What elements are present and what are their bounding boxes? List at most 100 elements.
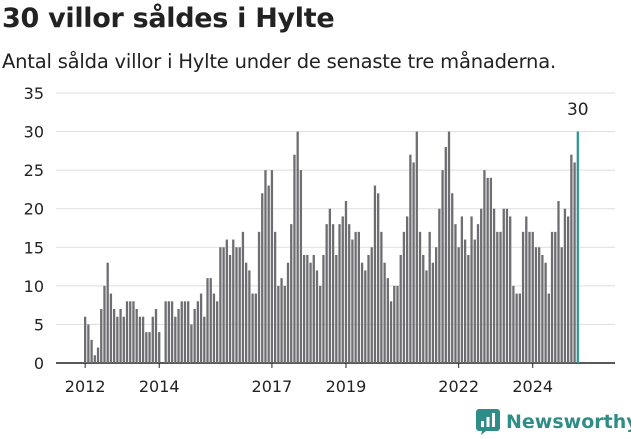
highlight-value-label: 30	[567, 100, 589, 120]
bar	[393, 285, 396, 363]
bar	[232, 239, 235, 363]
x-tick-label: 2022	[438, 377, 479, 396]
bar	[454, 224, 457, 363]
bars	[84, 131, 579, 363]
bar	[148, 332, 151, 363]
bar	[87, 324, 90, 363]
bar	[489, 177, 493, 363]
bar	[245, 262, 248, 363]
bar	[344, 201, 348, 363]
x-tick-label: 2019	[326, 377, 367, 396]
bar	[470, 216, 473, 363]
bar	[451, 193, 454, 363]
bar	[90, 339, 93, 363]
bar	[409, 154, 412, 363]
bar	[209, 278, 212, 363]
bar	[241, 231, 245, 363]
bar	[109, 293, 113, 363]
bar	[125, 301, 129, 363]
bar	[296, 131, 299, 363]
bar	[396, 285, 399, 363]
bar	[254, 293, 257, 363]
bar	[441, 170, 444, 363]
bar	[367, 255, 370, 363]
bar	[557, 201, 560, 363]
y-tick-label: 20	[24, 200, 44, 219]
bar	[331, 224, 335, 363]
bar	[138, 316, 142, 363]
x-axis-ticks: 2012 2014 2017 2019 2022 2024	[65, 363, 553, 396]
x-tick-label: 2014	[139, 377, 180, 396]
bar	[219, 247, 222, 363]
bar	[341, 216, 344, 363]
bar	[106, 262, 109, 363]
bar	[315, 270, 319, 363]
bar	[505, 208, 509, 363]
bar	[135, 309, 138, 363]
bar-chart-logo-icon	[476, 409, 500, 435]
bar	[84, 316, 87, 363]
bar	[431, 262, 435, 363]
bar	[225, 239, 228, 363]
bar	[251, 293, 254, 363]
bar	[473, 239, 476, 363]
bar	[525, 216, 528, 363]
bar	[544, 262, 547, 363]
bar	[132, 301, 135, 363]
y-tick-label: 0	[34, 354, 44, 373]
bar	[422, 255, 425, 363]
bar	[348, 224, 351, 363]
bar	[354, 231, 357, 363]
bar	[351, 239, 354, 363]
highlight-bar	[576, 131, 579, 363]
bar	[319, 285, 322, 363]
y-tick-label: 10	[24, 277, 44, 296]
annotations: 30	[567, 100, 589, 120]
bar	[509, 216, 512, 363]
bar	[290, 224, 293, 363]
bar	[309, 262, 312, 363]
bar	[183, 301, 187, 363]
y-tick-label: 35	[24, 84, 44, 103]
bar	[377, 193, 380, 363]
bar	[499, 231, 502, 363]
bar	[248, 270, 251, 363]
bar	[273, 231, 277, 363]
bar	[399, 255, 402, 363]
chart-subtitle: Antal sålda villor i Hylte under de sena…	[2, 50, 556, 73]
y-tick-label: 15	[24, 238, 44, 257]
bar	[293, 154, 296, 363]
newsworthy-brand[interactable]: Newsworthy	[476, 409, 631, 435]
bar	[222, 247, 225, 363]
brand-name: Newsworthy	[506, 411, 631, 433]
bar	[180, 301, 183, 363]
bar	[141, 316, 145, 363]
bar	[512, 285, 515, 363]
bar	[357, 231, 360, 363]
bar	[299, 170, 303, 363]
bar	[492, 208, 496, 363]
bar	[573, 162, 576, 363]
bar	[476, 224, 480, 363]
bar	[415, 131, 418, 363]
bar	[402, 231, 406, 363]
bar	[547, 293, 550, 363]
bar	[444, 147, 447, 363]
bar	[570, 154, 573, 363]
x-tick-label: 2024	[512, 377, 553, 396]
bar	[312, 255, 315, 363]
bar	[563, 208, 567, 363]
bar	[177, 309, 180, 363]
bar	[286, 262, 290, 363]
bar	[338, 224, 341, 363]
bar	[538, 247, 541, 363]
bar	[112, 309, 116, 363]
y-tick-label: 25	[24, 161, 44, 180]
bar	[496, 231, 499, 363]
bar	[428, 231, 431, 363]
bar	[325, 224, 328, 363]
bar	[206, 278, 209, 363]
bar	[270, 170, 274, 363]
bar	[129, 301, 132, 363]
